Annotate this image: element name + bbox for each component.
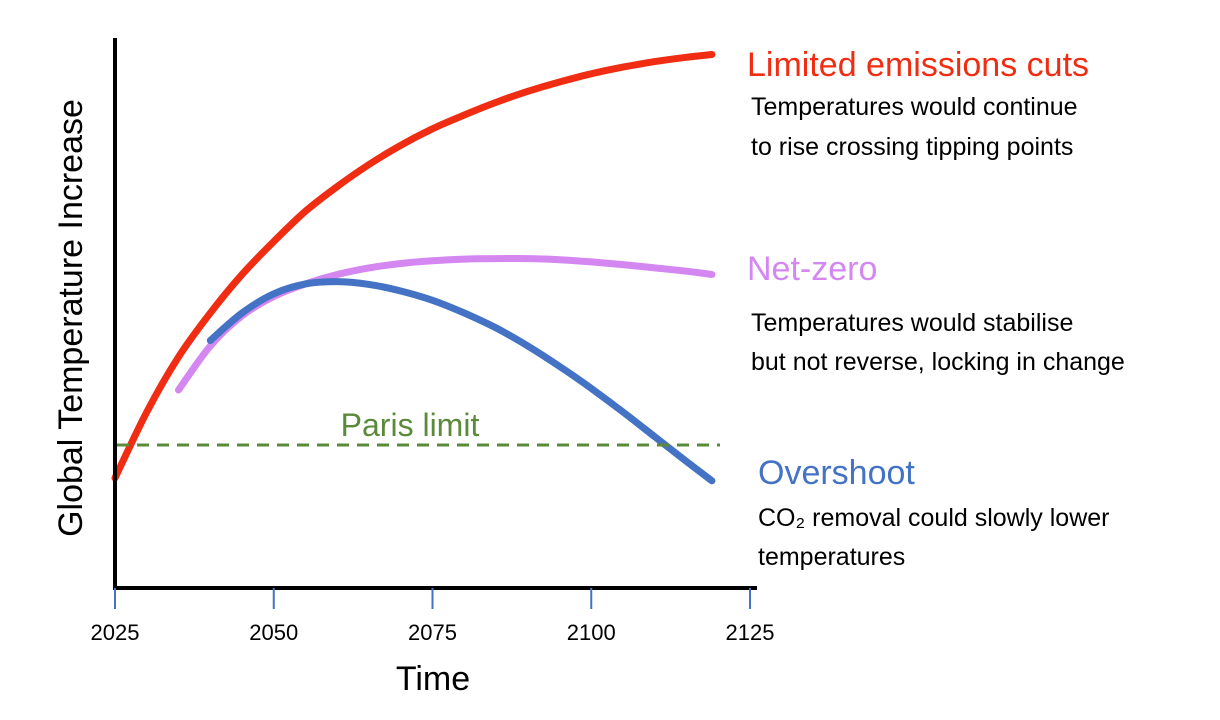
x-tick-label: 2075 <box>408 620 457 645</box>
axes <box>113 38 757 590</box>
series-line-overshoot <box>206 278 716 485</box>
y-axis-title: Global Temperature Increase <box>52 99 90 537</box>
series-line-net-zero <box>175 254 716 394</box>
paris-limit-label: Paris limit <box>341 407 480 443</box>
x-tick-label: 2125 <box>726 620 775 645</box>
annotation-netzero: Net-zero Temperatures would stabilise bu… <box>747 250 1125 376</box>
limited-emissions-desc-line-1: Temperatures would continue <box>751 93 1078 121</box>
series-lines <box>111 51 716 485</box>
net-zero-desc-line-1: Temperatures would stabilise <box>751 309 1073 337</box>
x-axis-title: Time <box>396 660 470 698</box>
x-ticks: 2025 2050 2075 2100 2125 <box>91 588 775 645</box>
annotation-overshoot: Overshoot CO₂ removal could slowly lower… <box>758 454 1109 571</box>
x-tick-label: 2050 <box>249 620 298 645</box>
net-zero-title: Net-zero <box>747 250 877 288</box>
net-zero-desc-line-2: but not reverse, locking in change <box>751 348 1125 376</box>
reference-line-group: Paris limit <box>117 407 720 447</box>
overshoot-title: Overshoot <box>758 454 915 492</box>
limited-emissions-title: Limited emissions cuts <box>747 46 1089 84</box>
series-line-limited-emissions-cuts <box>111 51 716 482</box>
x-tick-label: 2025 <box>91 620 140 645</box>
overshoot-desc-line-2: temperatures <box>758 543 905 571</box>
limited-emissions-desc-line-2: to rise crossing tipping points <box>751 133 1073 161</box>
annotation-limited: Limited emissions cuts Temperatures woul… <box>747 46 1089 161</box>
overshoot-desc-line-1: CO₂ removal could slowly lower <box>758 504 1109 532</box>
x-tick-label: 2100 <box>567 620 616 645</box>
